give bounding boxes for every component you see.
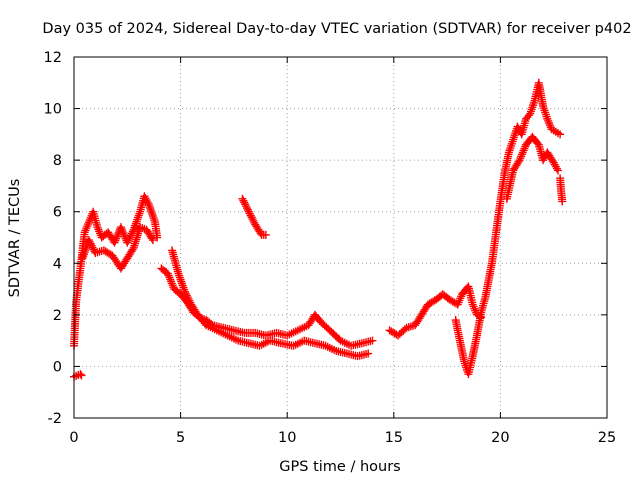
data-point <box>515 156 524 165</box>
data-point <box>167 277 176 286</box>
data-points <box>70 78 567 381</box>
data-point <box>520 144 529 153</box>
data-point <box>238 194 247 203</box>
data-point <box>143 198 152 207</box>
data-point <box>533 139 542 148</box>
y-tick-label: 10 <box>44 102 62 118</box>
data-point <box>86 239 95 248</box>
data-point <box>552 164 561 173</box>
data-point <box>184 295 193 304</box>
data-point <box>110 238 119 247</box>
data-point <box>181 289 190 298</box>
data-point <box>248 215 257 224</box>
data-point <box>364 349 373 358</box>
data-point <box>185 296 194 305</box>
chart-title: Day 035 of 2024, Sidereal Day-to-day VTE… <box>42 21 631 37</box>
data-point <box>148 236 157 245</box>
data-point <box>126 233 135 242</box>
data-point <box>553 166 562 175</box>
data-point <box>117 225 126 234</box>
data-point <box>240 198 249 207</box>
data-point <box>247 213 256 222</box>
data-point <box>239 196 248 205</box>
y-tick-label: 8 <box>53 153 62 169</box>
data-point <box>88 243 97 252</box>
data-point <box>246 211 255 220</box>
data-point <box>147 234 156 243</box>
y-tick-label: 12 <box>44 50 62 66</box>
data-point <box>165 273 174 282</box>
data-point <box>128 245 137 254</box>
data-point <box>164 271 173 280</box>
data-point <box>243 205 252 214</box>
x-tick-label: 20 <box>491 430 509 446</box>
data-point <box>119 228 128 237</box>
data-point <box>77 371 86 380</box>
data-point <box>183 293 192 302</box>
x-tick-label: 15 <box>385 430 403 446</box>
data-point <box>168 281 177 290</box>
data-point <box>558 197 567 206</box>
x-tick-label: 5 <box>176 430 185 446</box>
y-tick-label: 2 <box>53 308 62 324</box>
x-tick-label: 25 <box>598 430 616 446</box>
data-point <box>125 234 134 243</box>
data-point <box>85 237 94 246</box>
data-point <box>167 279 176 288</box>
data-point <box>116 223 125 232</box>
x-axis-label: GPS time / hours <box>279 459 400 475</box>
x-tick-label: 10 <box>278 430 296 446</box>
data-point <box>84 236 93 245</box>
y-tick-label: 6 <box>53 205 62 221</box>
data-point <box>180 287 189 296</box>
data-point <box>244 207 253 216</box>
data-point <box>118 227 127 236</box>
data-point <box>87 241 96 250</box>
plot-frame <box>73 56 608 419</box>
y-tick-label: 0 <box>53 359 62 375</box>
data-point <box>123 238 132 247</box>
data-point <box>241 200 250 209</box>
data-point <box>112 234 121 243</box>
grid <box>74 57 607 418</box>
data-point <box>368 336 377 345</box>
data-point <box>242 204 251 213</box>
data-point <box>76 370 85 379</box>
data-point <box>556 130 565 139</box>
data-point <box>249 216 258 225</box>
x-tick-label: 0 <box>69 430 78 446</box>
data-point <box>517 152 526 161</box>
y-tick-label: 4 <box>53 256 62 272</box>
data-point <box>517 150 526 159</box>
data-point <box>514 157 523 166</box>
data-point <box>153 233 162 242</box>
data-point <box>120 230 129 239</box>
axis-ticks: 0 5 10 15 20 25 -2 0 2 4 6 8 10 12 <box>44 50 617 446</box>
data-point <box>519 146 528 155</box>
data-point <box>163 269 172 278</box>
data-point <box>182 291 191 300</box>
data-point <box>518 148 527 157</box>
y-tick-label: -2 <box>48 411 62 427</box>
y-axis-label: SDTVAR / TECUs <box>7 179 23 298</box>
data-point <box>124 236 133 245</box>
data-point <box>112 232 121 241</box>
data-point <box>166 275 175 284</box>
data-point <box>111 236 120 245</box>
data-point <box>242 202 251 211</box>
data-point <box>516 154 525 163</box>
data-point <box>245 209 254 218</box>
data-point <box>261 230 270 239</box>
